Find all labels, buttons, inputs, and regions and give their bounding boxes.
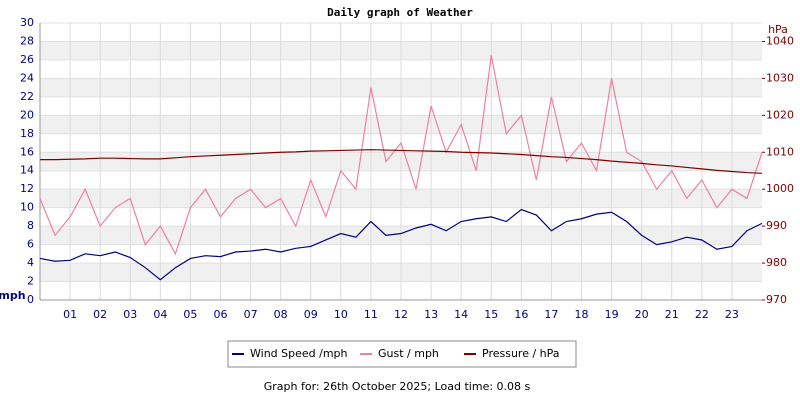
x-tick-label: 06 — [214, 308, 228, 321]
x-tick-label: 09 — [304, 308, 318, 321]
series-line — [39, 55, 763, 256]
x-tick-label: 18 — [575, 308, 589, 321]
x-tick-label: 01 — [63, 308, 77, 321]
y-tick-label: 16 — [20, 145, 34, 158]
y-tick-label: 20 — [20, 108, 34, 121]
y-tick-label: 28 — [20, 34, 34, 47]
y2-tick-label: 1030 — [766, 71, 794, 84]
y2-tick-label: 1040 — [766, 34, 794, 47]
legend-box — [227, 340, 577, 368]
y-tick-label: 8 — [27, 219, 34, 232]
x-tick-label: 04 — [153, 308, 167, 321]
y-tick-label: 14 — [20, 164, 34, 177]
legend-label: Wind Speed /mph — [250, 347, 348, 360]
chart-title: Daily graph of Weather — [327, 6, 473, 19]
y2-tick-label: 1000 — [766, 182, 794, 195]
y2-axis-label: hPa — [768, 23, 788, 36]
x-tick-label: 19 — [605, 308, 619, 321]
x-tick-label: 10 — [334, 308, 348, 321]
x-tick-label: 21 — [665, 308, 679, 321]
y-axis-label: mph — [0, 289, 26, 302]
legend-label: Gust / mph — [378, 347, 439, 360]
y-tick-label: 10 — [20, 201, 34, 214]
x-tick-label: 08 — [274, 308, 288, 321]
y-tick-label: 4 — [27, 256, 34, 269]
y-tick-label: 22 — [20, 90, 34, 103]
y2-tick-label: 1020 — [766, 108, 794, 121]
x-tick-label: 20 — [635, 308, 649, 321]
x-tick-label: 13 — [424, 308, 438, 321]
legend-label: Pressure / hPa — [482, 347, 560, 360]
x-tick-label: 15 — [484, 308, 498, 321]
y2-tick-label: 970 — [766, 293, 787, 306]
y2-tick-label: 980 — [766, 256, 787, 269]
y-tick-label: 30 — [20, 16, 34, 29]
x-tick-label: 23 — [725, 308, 739, 321]
y-tick-label: 26 — [20, 53, 34, 66]
x-tick-label: 07 — [244, 308, 258, 321]
y-tick-label: 6 — [27, 238, 34, 251]
y-tick-label: 24 — [20, 71, 34, 84]
x-tick-label: 22 — [695, 308, 709, 321]
x-tick-label: 02 — [93, 308, 107, 321]
x-tick-label: 11 — [364, 308, 378, 321]
y-tick-label: 0 — [27, 293, 34, 306]
y-tick-label: 18 — [20, 127, 34, 140]
y-tick-label: 2 — [27, 275, 34, 288]
x-tick-label: 14 — [454, 308, 468, 321]
y2-tick-label: 1010 — [766, 145, 794, 158]
x-tick-label: 05 — [183, 308, 197, 321]
series-line — [40, 149, 763, 174]
x-tick-label: 17 — [544, 308, 558, 321]
y2-tick-label: 990 — [766, 219, 787, 232]
footer: Graph for: 26th October 2025; Load time:… — [264, 380, 531, 393]
y-tick-label: 12 — [20, 182, 34, 195]
x-tick-label: 12 — [394, 308, 408, 321]
grid — [40, 22, 762, 301]
x-tick-label: 16 — [514, 308, 528, 321]
series-line — [39, 208, 763, 281]
x-tick-label: 03 — [123, 308, 137, 321]
